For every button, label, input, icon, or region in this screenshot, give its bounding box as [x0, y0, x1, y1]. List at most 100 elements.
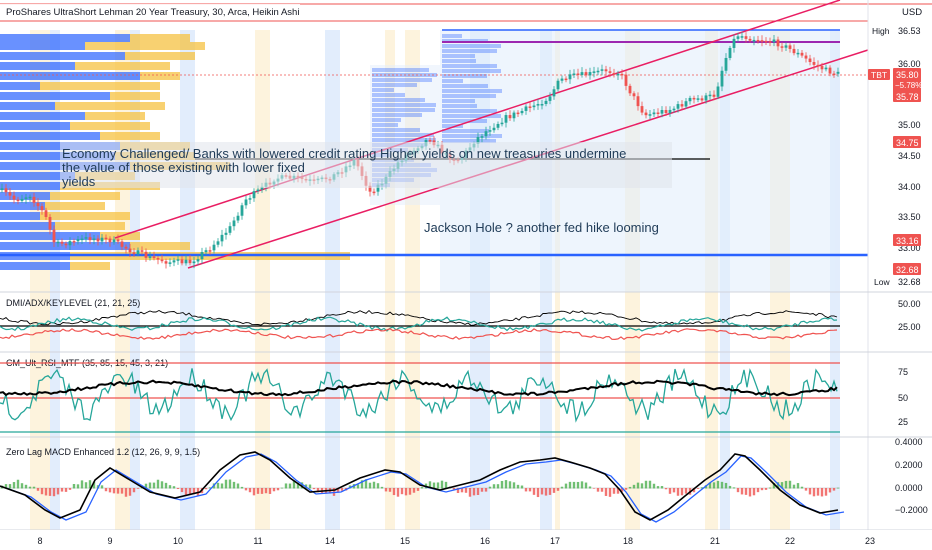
candle-body [160, 259, 164, 262]
candle-body [144, 251, 148, 258]
macd-histogram-bar [76, 484, 80, 489]
macd-histogram-bar [452, 488, 456, 490]
volume-profile-bar [0, 232, 100, 240]
macd-histogram-bar [392, 488, 396, 496]
macd-histogram-bar [552, 488, 556, 493]
macd-histogram-bar [216, 482, 220, 489]
candle-body [548, 96, 552, 101]
candle-body [212, 244, 216, 251]
macd-tick: 0.4000 [895, 437, 923, 447]
candle-body [512, 112, 516, 119]
macd-histogram-bar [456, 488, 460, 494]
candle-body [612, 72, 616, 75]
macd-histogram-bar [204, 488, 208, 490]
macd-tick: 0.2000 [895, 460, 923, 470]
candle-body [132, 252, 136, 255]
price-tick: 35.00 [898, 120, 921, 130]
volume-profile-bar [40, 212, 130, 220]
volume-profile-bar [372, 138, 436, 142]
candle-body [700, 98, 704, 101]
candle-body [20, 198, 24, 201]
macd-histogram-bar [12, 482, 16, 489]
macd-histogram-bar [280, 487, 284, 489]
candle-body [28, 196, 32, 199]
macd-histogram-bar [512, 482, 516, 489]
macd-histogram-bar [664, 488, 668, 490]
candle-body [252, 191, 256, 199]
level-label-33-16: 33.16 [896, 236, 919, 246]
adx-line [0, 309, 838, 326]
volume-profile-bar [100, 132, 160, 140]
candle-body [64, 243, 68, 246]
volume-profile-bar [85, 42, 205, 50]
candle-body [492, 127, 496, 131]
candle-body [36, 202, 40, 207]
macd-histogram-bar [824, 488, 828, 496]
macd-histogram-bar [420, 487, 424, 489]
candle-body [108, 238, 112, 243]
candle-body [728, 47, 732, 58]
macd-histogram-bar [832, 488, 836, 491]
candle-body [716, 86, 720, 97]
candle-body [224, 232, 228, 235]
volume-profile-bar [0, 192, 50, 200]
macd-histogram-bar [184, 488, 188, 496]
macd-histogram-bar [640, 483, 644, 489]
time-tick: 22 [785, 536, 795, 546]
volume-profile-bar [0, 92, 110, 100]
time-tick: 23 [865, 536, 875, 546]
volume-profile-bar [0, 182, 60, 190]
macd-histogram-bar [808, 488, 812, 495]
candle-body [636, 96, 640, 107]
macd-histogram-bar [696, 488, 700, 489]
volume-profile-bar [0, 62, 75, 70]
time-tick: 11 [253, 536, 262, 546]
candle-body [152, 256, 156, 259]
candle-body [532, 105, 536, 108]
session-band [130, 30, 140, 530]
macd-histogram-bar [148, 482, 152, 489]
macd-histogram-bar [820, 488, 824, 497]
candle-body [68, 241, 72, 246]
candle-body [724, 57, 728, 71]
candle-body [60, 241, 64, 244]
volume-profile-bar [442, 34, 462, 38]
macd-histogram-bar [796, 483, 800, 489]
candle-body [600, 69, 604, 71]
candle-body [744, 36, 748, 39]
macd-histogram-bar [660, 486, 664, 489]
price-tick: 33.00 [898, 243, 921, 253]
macd-histogram-bar [784, 480, 788, 489]
time-tick: 15 [400, 536, 410, 546]
volume-profile-bar [50, 192, 120, 200]
macd-histogram-bar [816, 488, 820, 496]
volume-profile-bar [372, 83, 417, 87]
candle-body [568, 74, 572, 80]
macd-histogram-bar [48, 488, 52, 496]
level-label-32-68: 32.68 [896, 265, 919, 275]
macd-histogram-bar [580, 481, 584, 489]
macd-histogram-bar [540, 488, 544, 495]
candle-body [524, 106, 528, 111]
candle-body [484, 131, 488, 137]
candle-body [536, 104, 540, 106]
candle-body [480, 136, 484, 138]
candle-body [780, 46, 784, 48]
macd-histogram-bar [792, 484, 796, 489]
candle-body [48, 216, 52, 230]
price-tick: 36.00 [898, 59, 921, 69]
price-tick: 33.50 [898, 212, 921, 222]
volume-profile-bar [0, 212, 40, 220]
volume-profile-bar [442, 79, 463, 83]
volume-profile-bar [140, 72, 180, 80]
macd-histogram-bar [52, 488, 56, 497]
macd-histogram-bar [576, 481, 580, 489]
volume-profile-bar [0, 222, 55, 230]
volume-profile-bar [442, 94, 496, 98]
dmi-tick: 50.00 [898, 299, 921, 309]
candle-body [832, 73, 836, 76]
volume-profile-bar [442, 74, 487, 78]
candle-body [808, 58, 812, 63]
macd-histogram-bar [168, 485, 172, 489]
